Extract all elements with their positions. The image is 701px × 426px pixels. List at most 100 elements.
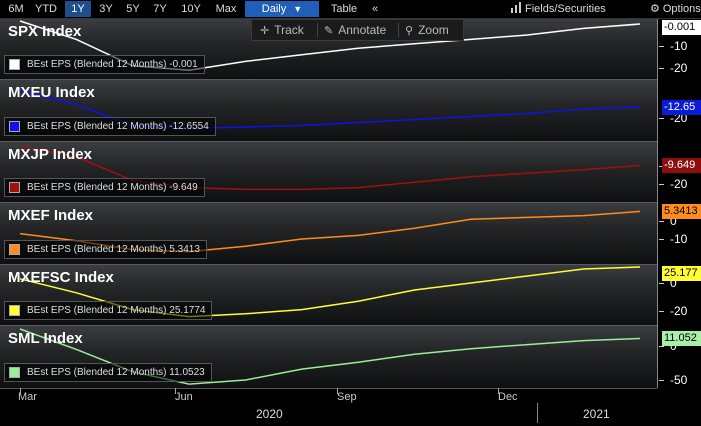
fields-securities-label: Fields/Securities — [525, 3, 606, 15]
x-tick-label-mar: Mar — [18, 391, 37, 403]
x-tick-label-sep: Sep — [337, 391, 357, 403]
y-tick — [659, 380, 664, 381]
annotate-tool[interactable]: ✎ Annotate — [324, 20, 386, 40]
legend-swatch — [9, 304, 20, 316]
panel-divider — [0, 325, 657, 326]
period-1y-button[interactable]: 1Y — [65, 1, 91, 17]
y-tick — [659, 166, 664, 167]
series-legend[interactable]: BEst EPS (Blended 12 Months) 5.3413 — [4, 240, 207, 259]
y-tick — [659, 118, 664, 119]
legend-label: BEst EPS (Blended 12 Months) 5.3413 — [27, 244, 200, 255]
legend-label: BEst EPS (Blended 12 Months) -9.649 — [27, 182, 198, 193]
x-tick — [175, 388, 176, 394]
legend-label: BEst EPS (Blended 12 Months) 25.1774 — [27, 305, 206, 316]
x-tick — [498, 388, 499, 394]
series-legend[interactable]: BEst EPS (Blended 12 Months) 11.0523 — [4, 363, 212, 382]
track-tool[interactable]: ✛ Track — [260, 20, 304, 40]
options-button[interactable]: ⚙ Options — [650, 1, 701, 17]
x-year-label-2021: 2021 — [583, 407, 610, 421]
last-value-badge: -0.001 — [662, 20, 701, 35]
panel-title: MXEU Index — [8, 84, 95, 101]
legend-label: BEst EPS (Blended 12 Months) 11.0523 — [27, 367, 205, 378]
legend-label: BEst EPS (Blended 12 Months) -12.6554 — [27, 121, 209, 132]
x-axis: Mar Jun Sep Dec 2020 2021 — [0, 388, 657, 426]
legend-swatch — [9, 120, 20, 132]
pencil-icon: ✎ — [324, 25, 334, 37]
legend-swatch — [9, 366, 20, 378]
y-tick — [659, 239, 664, 240]
period-max-button[interactable]: Max — [215, 3, 237, 15]
magnifier-icon: ⚲ — [405, 25, 414, 37]
y-tick — [659, 68, 664, 69]
zoom-label: Zoom — [418, 23, 449, 37]
gear-icon: ⚙ — [650, 3, 660, 15]
y-tick-label: -10 — [670, 39, 688, 53]
divider — [317, 23, 318, 37]
x-tick-label-dec: Dec — [498, 391, 518, 403]
panel-divider — [0, 264, 657, 265]
collapse-icon[interactable]: « — [371, 3, 379, 15]
series-legend[interactable]: BEst EPS (Blended 12 Months) -12.6554 — [4, 117, 216, 136]
y-tick-label: -20 — [670, 111, 688, 125]
period-3y-button[interactable]: 3Y — [99, 3, 113, 15]
panel-title: MXJP Index — [8, 146, 92, 163]
period-ytd-button[interactable]: YTD — [35, 3, 57, 15]
panel-divider — [0, 79, 657, 80]
y-tick — [659, 283, 664, 284]
panel-title: MXEF Index — [8, 207, 94, 224]
y-tick — [659, 221, 664, 222]
series-legend[interactable]: BEst EPS (Blended 12 Months) 25.1774 — [4, 301, 213, 320]
last-value-badge: 11.052 — [662, 331, 701, 346]
y-tick — [659, 346, 664, 347]
x-tick — [337, 388, 338, 394]
divider — [398, 23, 399, 37]
legend-label: BEst EPS (Blended 12 Months) -0.001 — [27, 59, 198, 70]
period-7y-button[interactable]: 7Y — [153, 3, 167, 15]
y-tick-label: 0 — [670, 339, 677, 353]
x-tick-label-jun: Jun — [175, 391, 193, 403]
chart-tools-bar: ✛ Track ✎ Annotate ⚲ Zoom — [251, 19, 464, 41]
y-tick — [659, 311, 664, 312]
y-tick-label: 0 — [670, 214, 677, 228]
y-axis — [657, 19, 701, 388]
panel-title: SPX Index — [8, 23, 82, 40]
year-divider — [537, 403, 538, 423]
y-tick-label: -20 — [670, 304, 688, 318]
panel-divider — [0, 202, 657, 203]
y-tick-label: -20 — [670, 177, 688, 191]
last-value-badge: -9.649 — [662, 158, 701, 173]
last-value-badge: -12.65 — [662, 100, 701, 115]
zoom-tool[interactable]: ⚲ Zoom — [405, 20, 449, 40]
period-10y-button[interactable]: 10Y — [181, 3, 201, 15]
last-value-badge: 5.3413 — [662, 204, 701, 219]
y-tick-label: -50 — [670, 373, 688, 387]
legend-swatch — [9, 181, 20, 193]
y-tick-label: 0 — [670, 276, 677, 290]
legend-swatch — [9, 243, 20, 255]
panel-title: MXEFSC Index — [8, 269, 114, 286]
panel-divider — [0, 141, 657, 142]
y-tick-label: -20 — [670, 61, 688, 75]
y-tick — [659, 184, 664, 185]
chart-toolbar: 6M YTD 1Y 3Y 5Y 7Y 10Y Max Daily ▼ Table… — [0, 0, 701, 19]
x-tick — [20, 388, 21, 394]
chevron-down-icon: ▼ — [293, 4, 303, 14]
fields-securities-button[interactable]: Fields/Securities — [510, 1, 606, 17]
legend-swatch — [9, 58, 20, 70]
annotate-label: Annotate — [338, 23, 387, 37]
y-tick-label: -10 — [670, 232, 688, 246]
options-label: Options — [662, 3, 701, 15]
series-legend[interactable]: BEst EPS (Blended 12 Months) -0.001 — [4, 55, 205, 74]
y-tick — [659, 46, 664, 47]
track-label: Track — [274, 23, 304, 37]
period-5y-button[interactable]: 5Y — [126, 3, 140, 15]
frequency-label: Daily — [261, 3, 287, 15]
panel-title: SML Index — [8, 330, 83, 347]
series-plot — [19, 145, 641, 191]
series-legend[interactable]: BEst EPS (Blended 12 Months) -9.649 — [4, 178, 205, 197]
table-button[interactable]: Table — [330, 3, 358, 15]
chart-bars-icon — [511, 2, 521, 13]
x-year-label-2020: 2020 — [256, 407, 283, 421]
frequency-dropdown[interactable]: Daily ▼ — [245, 1, 319, 17]
period-6m-button[interactable]: 6M — [8, 3, 24, 15]
